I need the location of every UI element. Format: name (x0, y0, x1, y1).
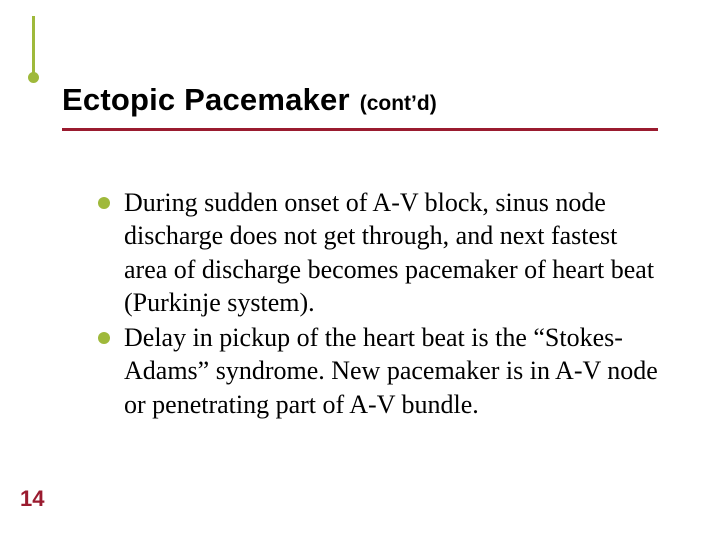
bullet-icon (98, 197, 110, 209)
list-item: During sudden onset of A-V block, sinus … (98, 186, 660, 319)
slide: Ectopic Pacemaker (cont’d) During sudden… (0, 0, 720, 540)
accent-line (32, 16, 35, 74)
bullet-text: During sudden onset of A-V block, sinus … (124, 186, 660, 319)
accent-dot (28, 72, 39, 83)
page-number: 14 (20, 486, 44, 512)
title-sub: (cont’d) (360, 92, 437, 116)
bullet-text: Delay in pickup of the heart beat is the… (124, 321, 660, 421)
body-content: During sudden onset of A-V block, sinus … (98, 186, 660, 423)
bullet-icon (98, 332, 110, 344)
title-underline (62, 128, 658, 131)
title-main: Ectopic Pacemaker (62, 82, 350, 118)
slide-title: Ectopic Pacemaker (cont’d) (62, 82, 680, 118)
list-item: Delay in pickup of the heart beat is the… (98, 321, 660, 421)
